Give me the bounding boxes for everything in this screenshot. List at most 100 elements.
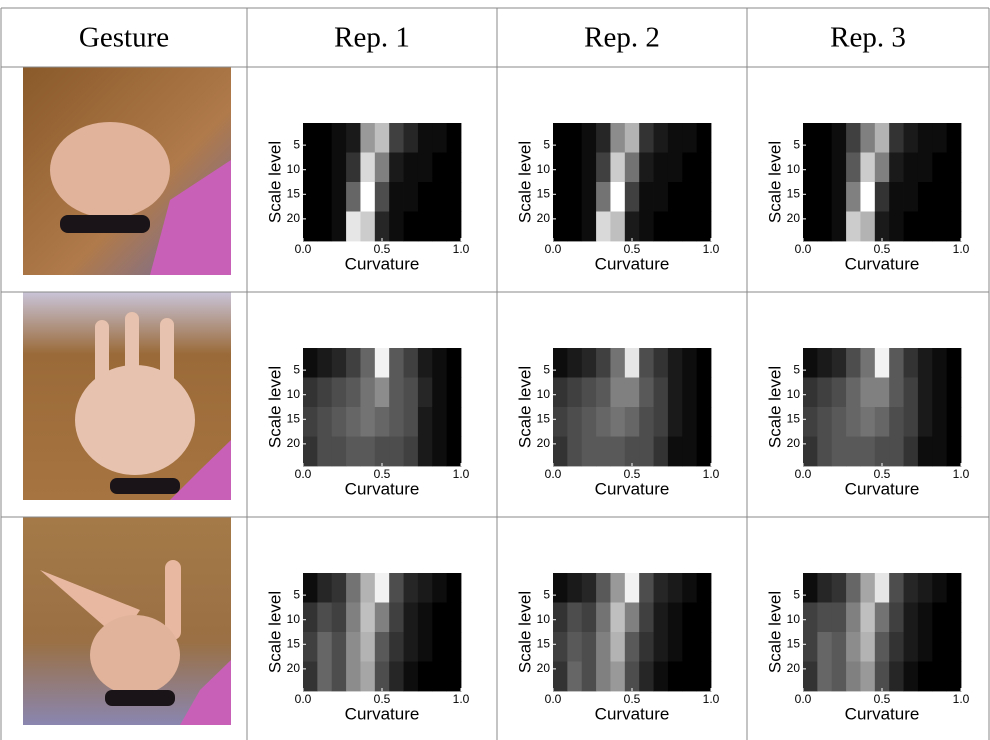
heatmap-cell xyxy=(317,182,332,212)
y-axis-label: Scale level xyxy=(765,366,784,448)
column-header: Rep. 2 xyxy=(584,22,660,54)
heatmap-cell xyxy=(360,603,375,633)
heatmap: 0.00.51.05101520CurvatureScale level xyxy=(265,348,469,498)
heatmap: 0.00.51.05101520CurvatureScale level xyxy=(515,123,719,273)
heatmap-cell xyxy=(332,212,347,242)
heatmap-cell xyxy=(889,603,904,633)
heatmap-cell xyxy=(346,123,361,153)
heatmap-cell xyxy=(817,153,832,183)
heatmap-cell xyxy=(932,573,947,603)
heatmap-cell xyxy=(932,603,947,633)
heatmap-cell xyxy=(846,407,861,437)
heatmap-cell xyxy=(625,182,640,212)
heatmap-cell xyxy=(639,348,654,378)
heatmap-cell xyxy=(817,123,832,153)
heatmap-cell xyxy=(404,182,419,212)
y-tick-label: 20 xyxy=(787,661,801,675)
heatmap-cell xyxy=(889,437,904,467)
y-tick-label: 10 xyxy=(537,162,551,176)
heatmap-cell xyxy=(947,662,962,692)
heatmap-cell xyxy=(625,603,640,633)
heatmap-cell xyxy=(332,123,347,153)
heatmap-cell xyxy=(932,123,947,153)
heatmap-cell xyxy=(375,437,390,467)
heatmap-cell xyxy=(360,212,375,242)
heatmap-cell xyxy=(832,153,847,183)
heatmap-cell xyxy=(360,123,375,153)
y-tick-label: 10 xyxy=(287,387,301,401)
heatmap-cell xyxy=(697,182,712,212)
column-header: Rep. 1 xyxy=(334,22,410,54)
heatmap-cell xyxy=(303,407,318,437)
heatmap-cell xyxy=(317,378,332,408)
heatmap-cell xyxy=(317,153,332,183)
y-tick-label: 20 xyxy=(537,436,551,450)
heatmap-cell xyxy=(639,182,654,212)
heatmap-cell xyxy=(432,123,447,153)
heatmap-cell xyxy=(668,632,683,662)
heatmap-cell xyxy=(889,212,904,242)
heatmap-cell xyxy=(346,573,361,603)
heatmap-cell xyxy=(860,573,875,603)
x-axis-label: Curvature xyxy=(345,254,420,273)
heatmap-cell xyxy=(596,182,611,212)
heatmap-cell xyxy=(846,123,861,153)
heatmap-cell xyxy=(817,573,832,603)
heatmap-cell xyxy=(904,378,919,408)
heatmap-cell xyxy=(610,348,625,378)
heatmap-cell xyxy=(317,603,332,633)
heatmap-cell xyxy=(947,182,962,212)
x-axis-label: Curvature xyxy=(595,254,670,273)
heatmap-cell xyxy=(404,632,419,662)
heatmap-cell xyxy=(904,603,919,633)
heatmap-cell xyxy=(875,153,890,183)
heatmap-cell xyxy=(668,573,683,603)
heatmap-cell xyxy=(668,603,683,633)
heatmap-cell xyxy=(668,407,683,437)
heatmap-cell xyxy=(404,573,419,603)
heatmap-cell xyxy=(875,662,890,692)
y-axis-label: Scale level xyxy=(265,591,284,673)
heatmap-cell xyxy=(567,123,582,153)
heatmap-cell xyxy=(582,632,597,662)
x-tick-label: 0.0 xyxy=(795,242,812,256)
heatmap-cell xyxy=(567,573,582,603)
heatmap-cell xyxy=(432,378,447,408)
y-tick-label: 15 xyxy=(787,186,801,200)
heatmap-cell xyxy=(360,573,375,603)
x-tick-label: 0.0 xyxy=(795,467,812,481)
heatmap-cell xyxy=(860,662,875,692)
heatmap-cell xyxy=(447,182,462,212)
heatmap-cell xyxy=(418,348,433,378)
heatmap-cell xyxy=(947,632,962,662)
heatmap-cell xyxy=(697,573,712,603)
y-axis-label: Scale level xyxy=(515,141,534,223)
heatmap-cell xyxy=(360,182,375,212)
heatmap-cell xyxy=(654,573,669,603)
heatmap-cell xyxy=(654,603,669,633)
heatmap-cell xyxy=(346,603,361,633)
heatmap-cell xyxy=(418,632,433,662)
x-tick-label: 0.0 xyxy=(295,467,312,481)
heatmap-cell xyxy=(389,573,404,603)
heatmap-cell xyxy=(625,348,640,378)
heatmap-cell xyxy=(654,182,669,212)
heatmap-cell xyxy=(332,662,347,692)
heatmap-cell xyxy=(846,348,861,378)
heatmap-cell xyxy=(860,632,875,662)
heatmap-cell xyxy=(832,573,847,603)
heatmap-cell xyxy=(947,212,962,242)
heatmap-cell xyxy=(889,573,904,603)
heatmap-cell xyxy=(553,212,568,242)
heatmap-cell xyxy=(404,603,419,633)
heatmap-cell xyxy=(418,603,433,633)
y-tick-label: 10 xyxy=(287,162,301,176)
heatmap-cell xyxy=(553,182,568,212)
heatmap-cell xyxy=(932,182,947,212)
heatmap-cell xyxy=(610,153,625,183)
gesture-photo xyxy=(23,67,231,275)
heatmap-cell xyxy=(654,378,669,408)
heatmap-cell xyxy=(332,437,347,467)
heatmap-cell xyxy=(803,573,818,603)
